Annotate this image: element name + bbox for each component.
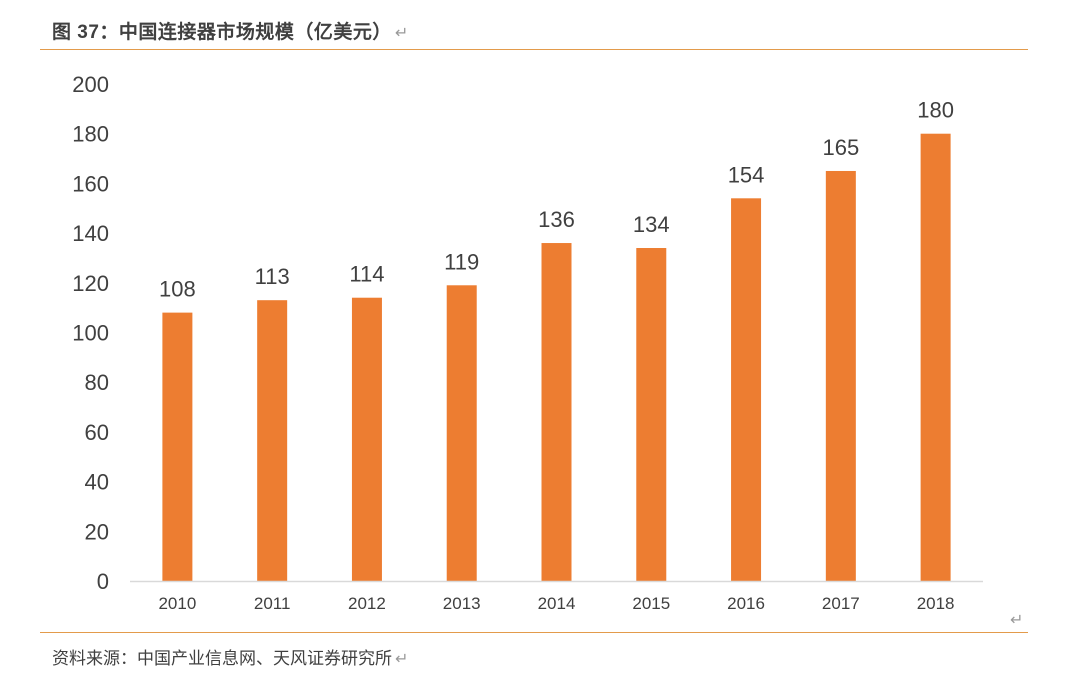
return-mark-icon: ↵	[394, 25, 409, 42]
y-tick-label: 100	[72, 321, 109, 346]
y-tick-label: 200	[72, 72, 109, 97]
x-tick-label: 2016	[727, 594, 765, 613]
y-tick-label: 80	[85, 370, 109, 395]
figure-title-text: 图 37：中国连接器市场规模（亿美元）	[52, 22, 392, 43]
data-label: 134	[633, 212, 670, 237]
y-tick-label: 20	[85, 519, 109, 544]
data-label: 113	[255, 264, 290, 289]
data-label: 114	[349, 262, 384, 287]
bar	[731, 198, 762, 581]
data-label: 119	[444, 249, 479, 274]
y-tick-label: 180	[72, 122, 109, 147]
return-mark-icon: ↵	[395, 651, 409, 668]
bar	[541, 243, 572, 582]
data-label: 136	[538, 207, 575, 232]
bar	[446, 285, 477, 581]
x-tick-label: 2010	[158, 594, 196, 613]
x-tick-label: 2012	[348, 594, 386, 613]
source-text: 资料来源：中国产业信息网、天风证券研究所	[52, 649, 392, 668]
bar	[162, 312, 193, 581]
y-tick-label: 0	[97, 569, 109, 594]
bar	[825, 170, 856, 581]
x-tick-label: 2013	[443, 594, 481, 613]
data-label: 165	[822, 135, 859, 160]
x-tick-label: 2018	[917, 594, 955, 613]
x-tick-label: 2011	[254, 594, 291, 613]
return-mark-icon: ↵	[1010, 612, 1024, 629]
source-rule	[40, 632, 1028, 633]
bar	[351, 297, 382, 581]
y-tick-label: 160	[72, 171, 109, 196]
x-tick-label: 2014	[538, 594, 576, 613]
source-note: 资料来源：中国产业信息网、天风证券研究所 ↵	[52, 644, 408, 669]
x-tick-label: 2015	[632, 594, 670, 613]
y-tick-label: 120	[72, 271, 109, 296]
title-rule	[40, 49, 1028, 50]
figure-title: 图 37：中国连接器市场规模（亿美元） ↵	[52, 17, 409, 44]
bar	[920, 133, 951, 581]
y-tick-label: 60	[85, 420, 109, 445]
data-label: 180	[917, 98, 954, 123]
x-tick-label: 2017	[822, 594, 860, 613]
y-tick-label: 140	[72, 221, 109, 246]
data-label: 108	[159, 277, 196, 302]
data-label: 154	[728, 162, 765, 187]
bar	[636, 248, 667, 581]
bar	[257, 300, 288, 581]
y-tick-label: 40	[85, 470, 109, 495]
